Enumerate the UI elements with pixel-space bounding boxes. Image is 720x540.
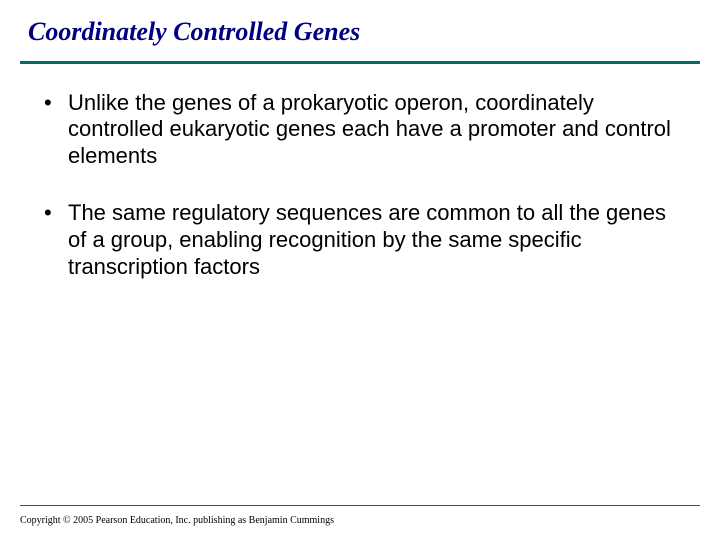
copyright-text: Copyright © 2005 Pearson Education, Inc.… — [20, 515, 334, 526]
slide-title: Coordinately Controlled Genes — [28, 18, 720, 47]
bullet-item: Unlike the genes of a prokaryotic operon… — [40, 90, 680, 170]
bullet-list: Unlike the genes of a prokaryotic operon… — [40, 90, 680, 281]
footer-rule — [20, 505, 700, 506]
bullet-item: The same regulatory sequences are common… — [40, 200, 680, 280]
content-area: Unlike the genes of a prokaryotic operon… — [0, 64, 720, 281]
title-container: Coordinately Controlled Genes — [0, 0, 720, 47]
slide: Coordinately Controlled Genes Unlike the… — [0, 0, 720, 540]
